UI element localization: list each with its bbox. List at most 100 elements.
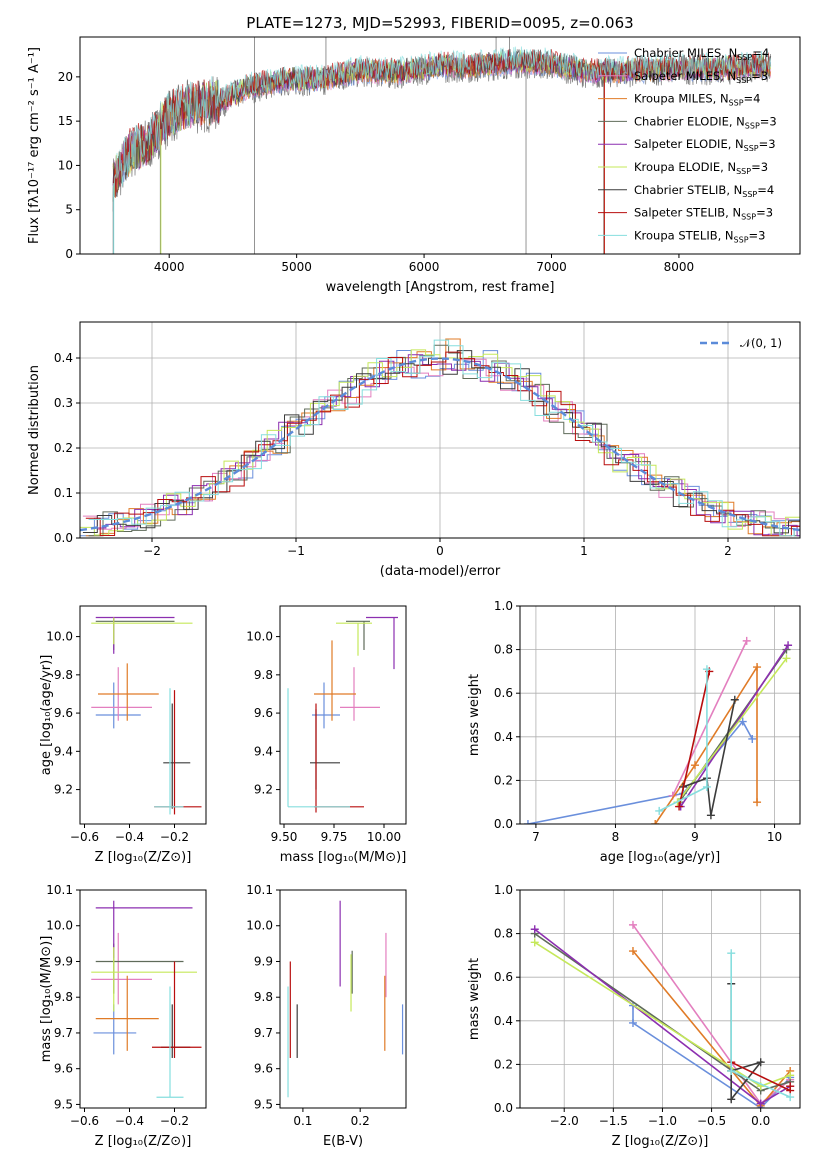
y-tick-label: 9.6 (254, 1062, 273, 1076)
x-axis-label: age [log₁₀(age/yr)] (600, 850, 721, 865)
y-tick-label: 9.2 (54, 783, 73, 797)
y-tick-label: 0.3 (54, 396, 73, 410)
y-tick-label: 1.0 (494, 883, 513, 897)
legend-label-value: =3 (751, 69, 768, 83)
weight-lines (530, 920, 795, 1108)
y-tick-label: 9.9 (54, 954, 73, 968)
weight-line (678, 671, 711, 807)
x-tick-label: 10.00 (367, 830, 401, 844)
y-axis-label: mass [log₁₀(M/M⊙)] (39, 936, 54, 1063)
x-tick-label: 8000 (664, 260, 695, 274)
model-spectrum (112, 49, 771, 198)
x-axis-label: wavelength [Angstrom, rest frame] (326, 280, 555, 295)
legend-label-text: Salpeter ELODIE, N (634, 137, 744, 151)
legend-label: Salpeter MILES, NSSP=3 (634, 69, 768, 85)
x-tick-label: 1 (580, 544, 588, 558)
x-tick-label: −0.2 (160, 830, 189, 844)
y-tick-label: 0.8 (494, 927, 513, 941)
mass_vs_Z-panel: −0.6 −0.4 −0.2 9.5 9.6 9.7 9.8 9.9 10.0 10.1 Z [lo… (39, 883, 207, 1149)
axes-frame (79, 605, 207, 825)
weight-marker (784, 641, 793, 650)
x-tick-label: −2.0 (550, 1114, 579, 1128)
y-tick-label: 0.0 (54, 531, 73, 545)
legend-label-value: =3 (749, 228, 766, 242)
y-tick-label: 5 (65, 203, 73, 217)
y-tick-label: 0.1 (54, 486, 73, 500)
y-tick-label: 9.7 (254, 1026, 273, 1040)
weight-marker (628, 920, 637, 929)
y-tick-label: 0.4 (494, 730, 513, 744)
weight-marker (786, 1071, 795, 1080)
weight-marker (628, 947, 637, 956)
legend-label-text: Chabrier STELIB, N (634, 183, 742, 197)
spectrum-panel: 4000 5000 6000 7000 8000 0 5 10 15 20 wavelength [… (27, 14, 801, 295)
legend-label: Chabrier ELODIE, NSSP=3 (634, 114, 777, 130)
y-tick-label: 10.1 (246, 883, 273, 897)
legend-label-sub: SSP (742, 190, 757, 199)
x-tick-label: 9 (691, 830, 699, 844)
axes-frame (79, 36, 801, 255)
errorbars (91, 900, 202, 1098)
legend-label-text: Chabrier ELODIE, N (634, 114, 745, 128)
legend-label-sub: SSP (734, 235, 749, 244)
x-tick-label: −2 (143, 544, 161, 558)
x-tick-label: 10 (767, 830, 782, 844)
y-tick-label: 0.6 (494, 970, 513, 984)
weight-marker (530, 938, 539, 947)
y-tick-label: 0.8 (494, 643, 513, 657)
weight-marker (756, 1058, 765, 1067)
y-tick-label: 9.9 (254, 954, 273, 968)
residual-histogram (91, 354, 800, 537)
legend-label-value: =3 (751, 160, 768, 174)
x-tick-label: 9.50 (271, 830, 298, 844)
weight-line (654, 664, 758, 824)
weight-lines (523, 636, 793, 824)
mass_vs_ebv-panel: 0.1 0.2 9.5 9.6 9.7 9.8 9.9 10.0 10.1 E(B-V) (246, 883, 407, 1149)
axes-frame (279, 889, 407, 1109)
legend-label-sub: SSP (736, 76, 751, 85)
legend-label-value: =4 (757, 183, 774, 197)
axes-frame (279, 605, 407, 825)
y-tick-label: 15 (58, 114, 73, 128)
residual-lines (80, 338, 800, 537)
weight-marker (702, 782, 711, 791)
legend-label-sub: SSP (737, 53, 752, 62)
weight-marker (655, 806, 664, 815)
y-tick-label: 0 (65, 247, 73, 261)
y-tick-label: 9.5 (254, 1097, 273, 1111)
y-tick-label: 0.6 (494, 686, 513, 700)
y-tick-label: 0.2 (54, 441, 73, 455)
weight-marker (727, 949, 736, 958)
y-tick-label: 9.8 (54, 668, 73, 682)
legend-label: Salpeter STELIB, NSSP=3 (634, 206, 773, 222)
weight-line (632, 1005, 791, 1108)
y-tick-label: 9.6 (54, 1062, 73, 1076)
weight-marker (748, 734, 757, 743)
weight-marker (753, 798, 762, 807)
x-tick-label: 8 (612, 830, 620, 844)
x-tick-label: 2 (724, 544, 732, 558)
errorbars (287, 616, 398, 813)
weight-marker (786, 1082, 795, 1091)
legend-label-text: Salpeter STELIB, N (634, 206, 741, 220)
x-axis-label: Z [log₁₀(Z/Z⊙)] (95, 850, 192, 865)
spectrum-lines (112, 37, 772, 254)
weight-marker (727, 1066, 736, 1075)
x-tick-label: −1 (287, 544, 305, 558)
x-tick-label: 0 (436, 544, 444, 558)
legend-label-sub: SSP (745, 121, 760, 130)
y-tick-label: 10 (58, 158, 73, 172)
residual-histogram (85, 351, 800, 537)
weight-line (671, 640, 748, 797)
axes-frame (519, 889, 801, 1109)
x-tick-label: −0.5 (697, 1114, 726, 1128)
legend-label-value: =4 (752, 46, 769, 60)
legend-label-value: =3 (759, 137, 776, 151)
y-tick-label: 9.6 (254, 706, 273, 720)
y-tick-label: 9.8 (254, 990, 273, 1004)
x-axis-label: Z [log₁₀(Z/Z⊙)] (612, 1134, 709, 1149)
legend-label-text: Chabrier MILES, N (634, 46, 737, 60)
legend-label-text: Kroupa STELIB, N (634, 228, 734, 242)
x-tick-label: 0.0 (751, 1114, 770, 1128)
